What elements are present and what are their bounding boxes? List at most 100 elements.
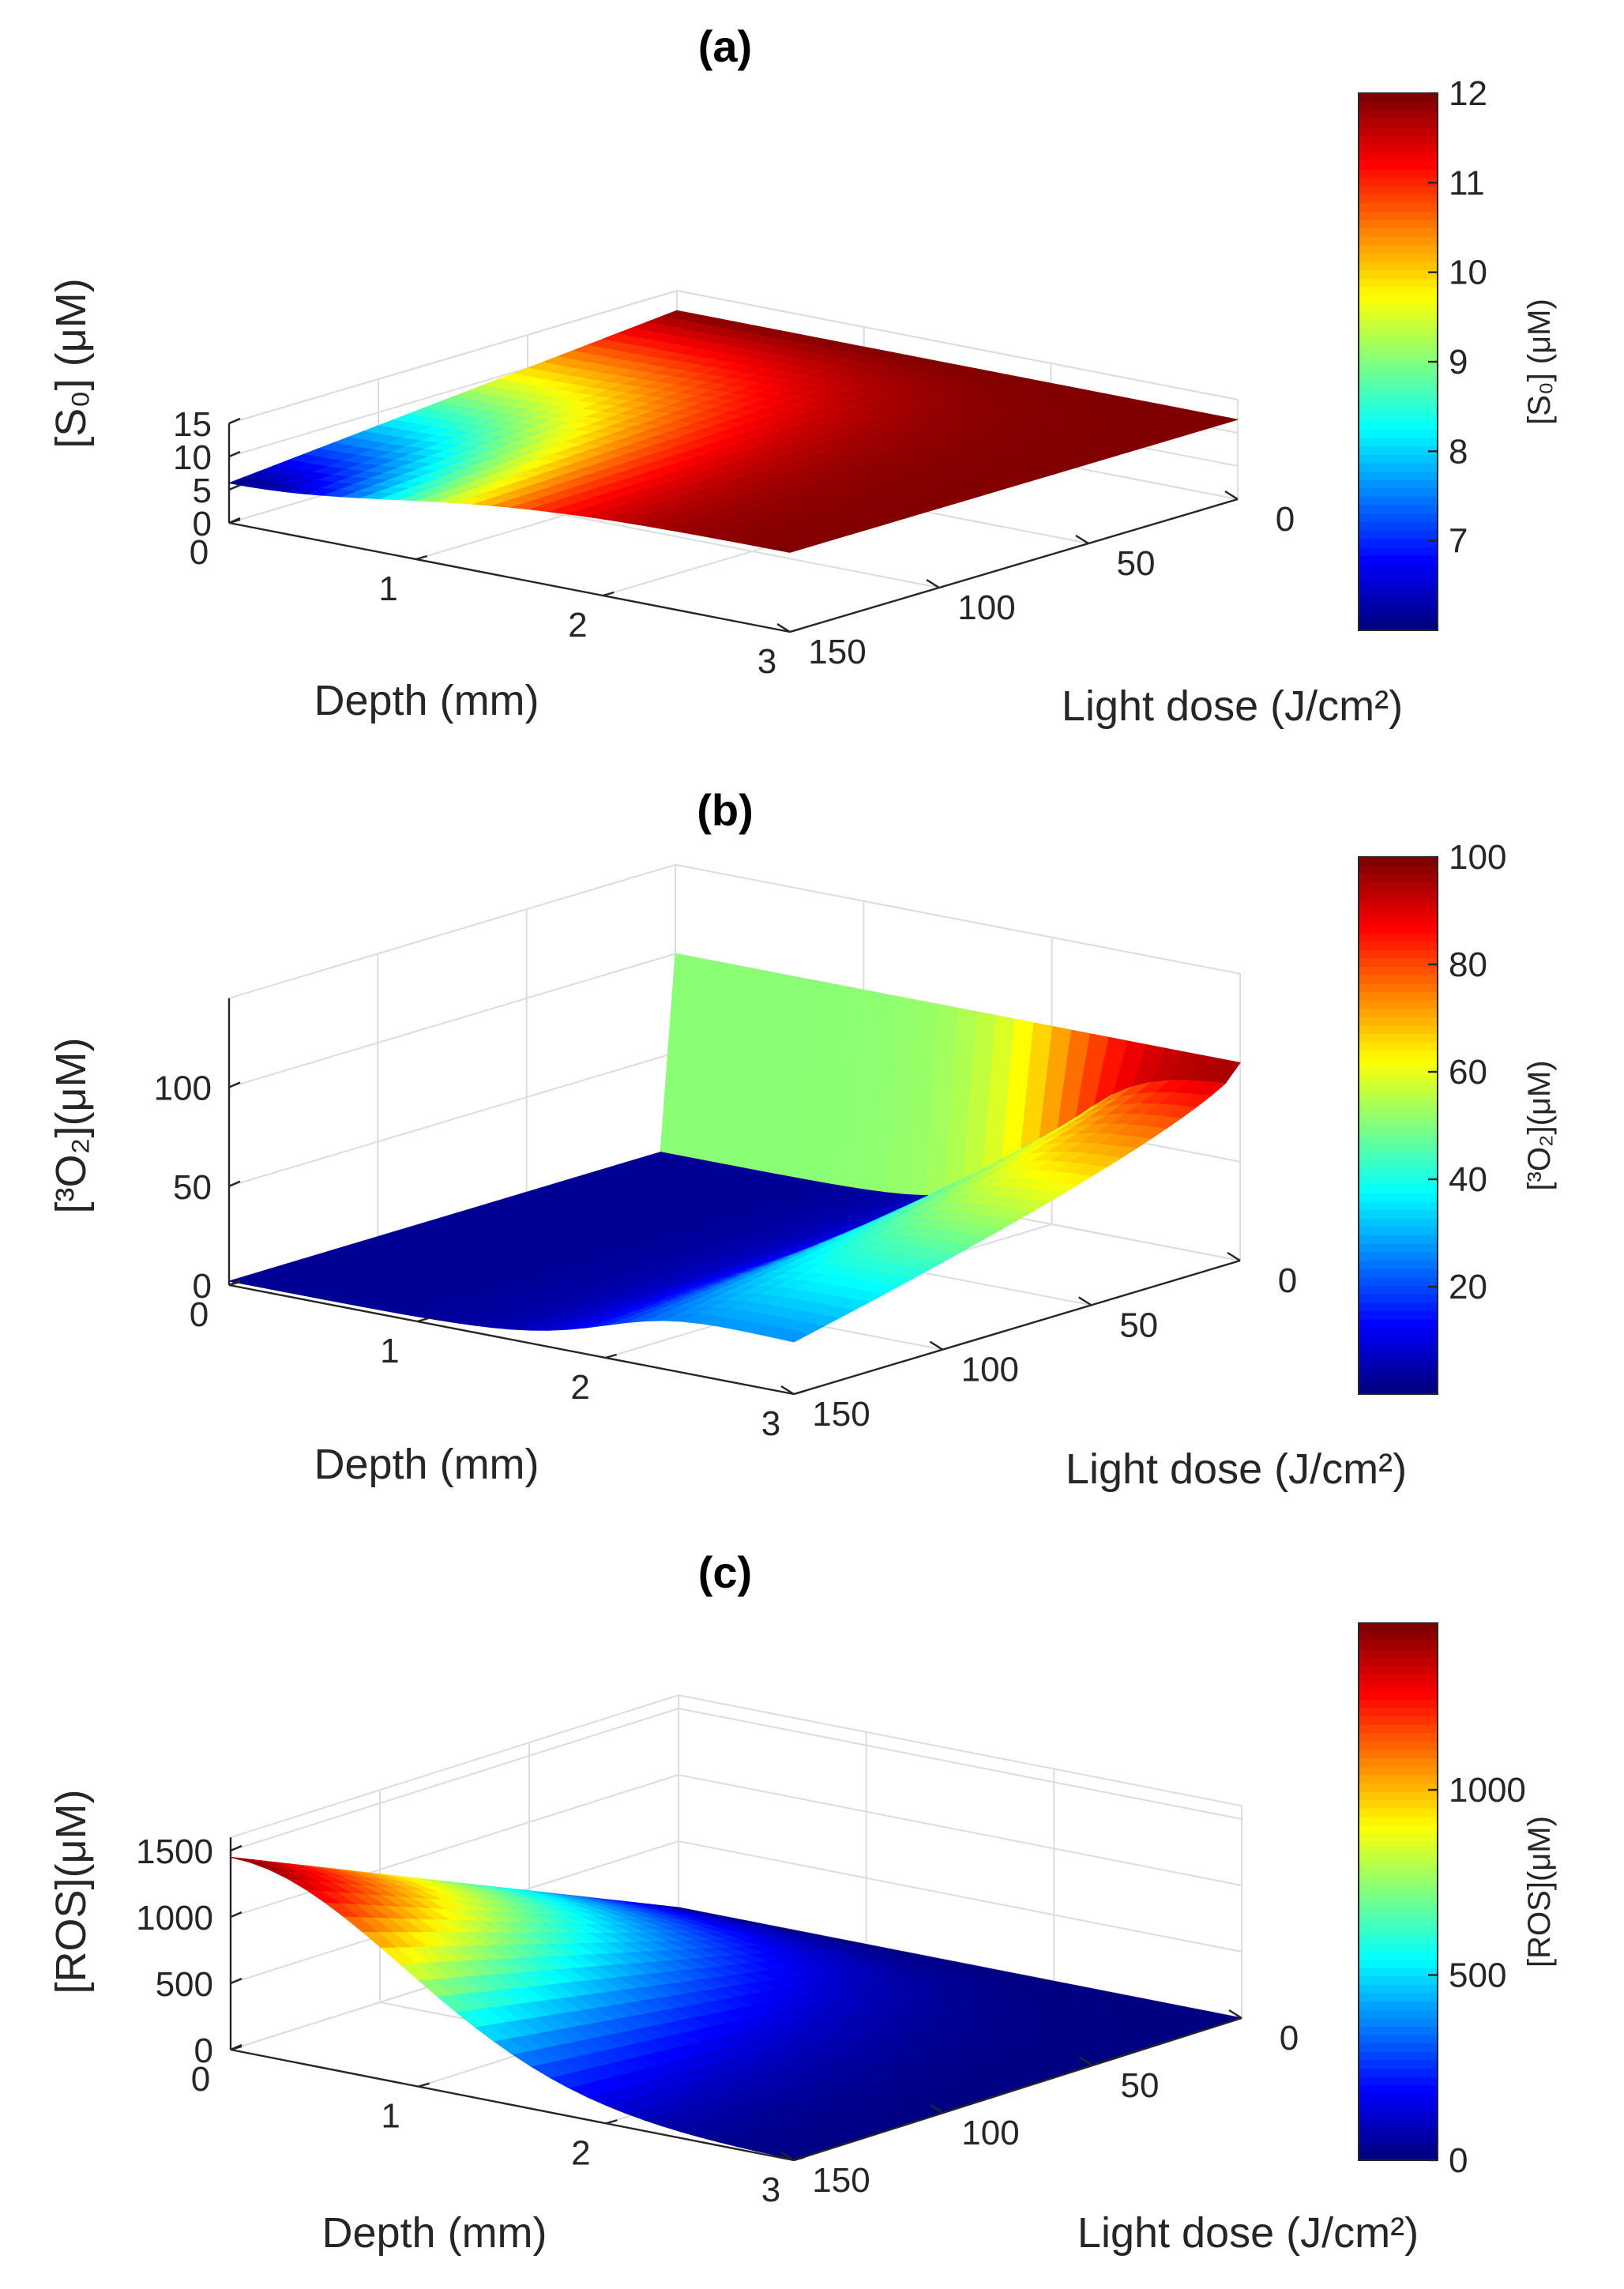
colorbar-segment [1359,1983,1438,1994]
colorbar-segment [1359,496,1438,506]
colorbar-segment [1359,1075,1438,1084]
light-dose-axis-line [793,1259,1241,1396]
light-dose-tick [930,2103,944,2114]
colorbar-segment [1359,1656,1438,1667]
colorbar-segment [1359,1959,1438,1968]
z-tick-label: 100 [154,1069,212,1108]
colorbar-segment [1359,1242,1438,1253]
colorbar-tick-label: 10 [1449,254,1487,292]
light-dose-axis-label: Light dose (J/cm²) [1062,682,1403,730]
colorbar: 7 8 9 10 11 12 [S₀] (μM) [1358,74,1557,631]
colorbar-segment [1359,1302,1438,1311]
z-axis-label: [³O₂](μM) [47,1037,95,1213]
depth-axis-label: Depth (mm) [321,2209,547,2257]
colorbar-segment [1359,1293,1438,1303]
colorbar-segment [1359,580,1438,589]
colorbar-segment [1359,135,1438,145]
colorbar-segment [1359,420,1438,430]
light-dose-tick-label: 0 [1278,1261,1297,1300]
colorbar-segment [1359,395,1438,405]
depth-axis-line [228,1284,795,1396]
depth-tick-label: 0 [190,1295,209,1334]
colorbar-segment [1359,1799,1438,1809]
light-dose-tick-label: 150 [808,633,866,671]
depth-axis-label: Depth (mm) [314,1441,539,1488]
z-tick-label: 10 [173,438,212,477]
light-dose-tick-label: 150 [812,1395,870,1434]
light-dose-tick-label: 0 [1280,2019,1299,2058]
depth-tick [418,2082,430,2088]
colorbar-tick-label: 20 [1449,1268,1487,1306]
surface-plot [230,1856,1242,2160]
colorbar-segment [1359,1892,1438,1901]
colorbar-segment [1359,462,1438,472]
colorbar-segment [1359,2034,1438,2044]
light-dose-tick-label: 50 [1119,1306,1158,1344]
colorbar-segment [1359,210,1438,220]
colorbar-segment [1359,1041,1438,1051]
colorbar-segment [1359,269,1438,279]
depth-tick [789,627,802,633]
colorbar-segment [1359,1715,1438,1725]
light-dose-axis-label: Light dose (J/cm²) [1066,1445,1407,1493]
colorbar-segment [1359,1749,1438,1758]
axes: 0 1 2 3 0 50 100 150 0 50 100 [154,998,1297,1443]
light-dose-tick-label: 100 [961,2114,1019,2152]
colorbar-segment [1359,479,1438,489]
colorbar-segment [1359,412,1438,422]
colorbar-segment [1359,227,1438,237]
colorbar-segment [1359,605,1438,615]
colorbar-segment [1359,1058,1438,1068]
grid-line [228,863,1241,999]
colorbar-segment [1359,588,1438,598]
depth-axis-line [230,2048,795,2162]
colorbar-segment [1359,999,1438,1009]
colorbar-tick-label: 100 [1449,838,1506,877]
colorbar-segment [1359,596,1438,607]
colorbar-segment [1359,1217,1438,1227]
colorbar-segment [1359,1791,1438,1801]
colorbar-segment [1359,1369,1438,1378]
light-dose-tick-label: 100 [957,588,1015,627]
light-dose-axis-line [789,498,1239,633]
colorbar-segment [1359,1631,1438,1641]
light-dose-axis-line [793,2016,1242,2162]
surface-plot [228,953,1241,1343]
colorbar-segment [1359,1083,1438,1093]
colorbar-segment [1359,2050,1438,2061]
colorbar-segment [1359,571,1438,581]
colorbar-label: [ROS](μM) [1522,1816,1557,1968]
colorbar-segment [1359,613,1438,623]
colorbar-segment [1359,277,1438,288]
colorbar-segment [1359,471,1438,480]
depth-tick-label: 0 [191,2060,210,2099]
colorbar-segment [1359,1874,1438,1885]
colorbar-segment [1359,1235,1438,1244]
grid-line [230,1707,1242,1851]
depth-tick-label: 2 [568,606,587,645]
colorbar-segment [1359,261,1438,271]
colorbar-segment [1359,1900,1438,1910]
light-dose-tick-label: 50 [1117,544,1156,583]
colorbar-segment [1359,244,1438,254]
colorbar-segment [1359,554,1438,564]
colorbar-segment [1359,177,1438,186]
depth-tick-label: 3 [761,2171,780,2209]
colorbar-segment [1359,1740,1438,1750]
depth-axis-line [228,521,791,633]
colorbar-segment [1359,1310,1438,1320]
depth-tick-label: 1 [378,569,397,608]
colorbar-segment [1359,1150,1438,1160]
z-tick [228,1081,241,1088]
colorbar-segment [1359,328,1438,338]
colorbar-segment [1359,857,1438,866]
colorbar-segment [1359,1276,1438,1286]
light-dose-tick [1079,2056,1093,2067]
colorbar-segment [1359,101,1438,111]
colorbar-segment [1359,1260,1438,1269]
colorbar-segment [1359,924,1438,934]
grid-line [230,1773,1242,1918]
colorbar-segment [1359,1732,1438,1742]
depth-tick-label: 1 [381,2097,400,2136]
